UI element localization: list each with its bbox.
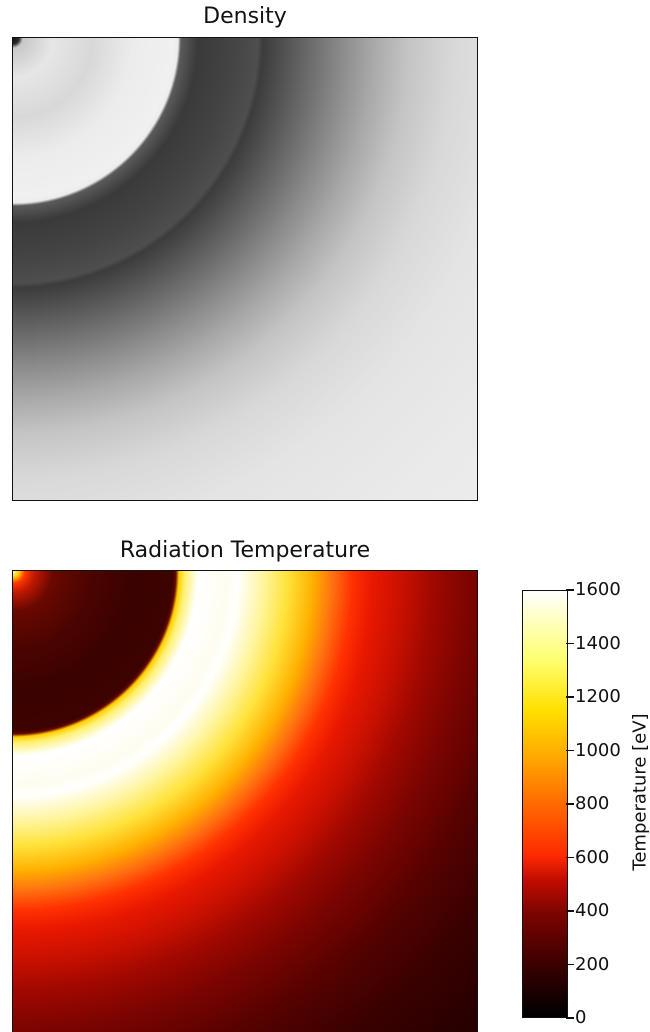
colorbar-tick bbox=[566, 856, 574, 859]
colorbar-tick-label: 800 bbox=[575, 793, 610, 814]
colorbar-tick-label: 400 bbox=[575, 900, 610, 921]
colorbar-tick-label: 1200 bbox=[575, 686, 621, 707]
colorbar-label: Temperature [eV] bbox=[629, 713, 650, 871]
temperature-colorbar bbox=[522, 590, 568, 1018]
density-heatmap bbox=[12, 37, 478, 501]
density-title: Density bbox=[203, 4, 287, 29]
colorbar-tick bbox=[566, 696, 574, 698]
colorbar-tick bbox=[566, 589, 574, 591]
colorbar-tick-label: 0 bbox=[575, 1007, 587, 1028]
colorbar-tick bbox=[566, 642, 574, 645]
colorbar-tick bbox=[566, 803, 574, 805]
colorbar-tick-label: 1400 bbox=[575, 632, 621, 654]
radiation-temperature-title: Radiation Temperature bbox=[119, 538, 371, 563]
colorbar-tick-label: 1000 bbox=[575, 739, 621, 761]
colorbar-tick-label: 1600 bbox=[575, 579, 621, 600]
radiation-temperature-heatmap bbox=[12, 570, 478, 1032]
colorbar-tick-label: 600 bbox=[575, 846, 610, 868]
colorbar-tick bbox=[566, 1017, 574, 1019]
colorbar-tick bbox=[566, 963, 574, 966]
colorbar-tick bbox=[566, 910, 574, 912]
colorbar-tick bbox=[566, 749, 574, 752]
colorbar-tick-label: 200 bbox=[575, 953, 610, 975]
